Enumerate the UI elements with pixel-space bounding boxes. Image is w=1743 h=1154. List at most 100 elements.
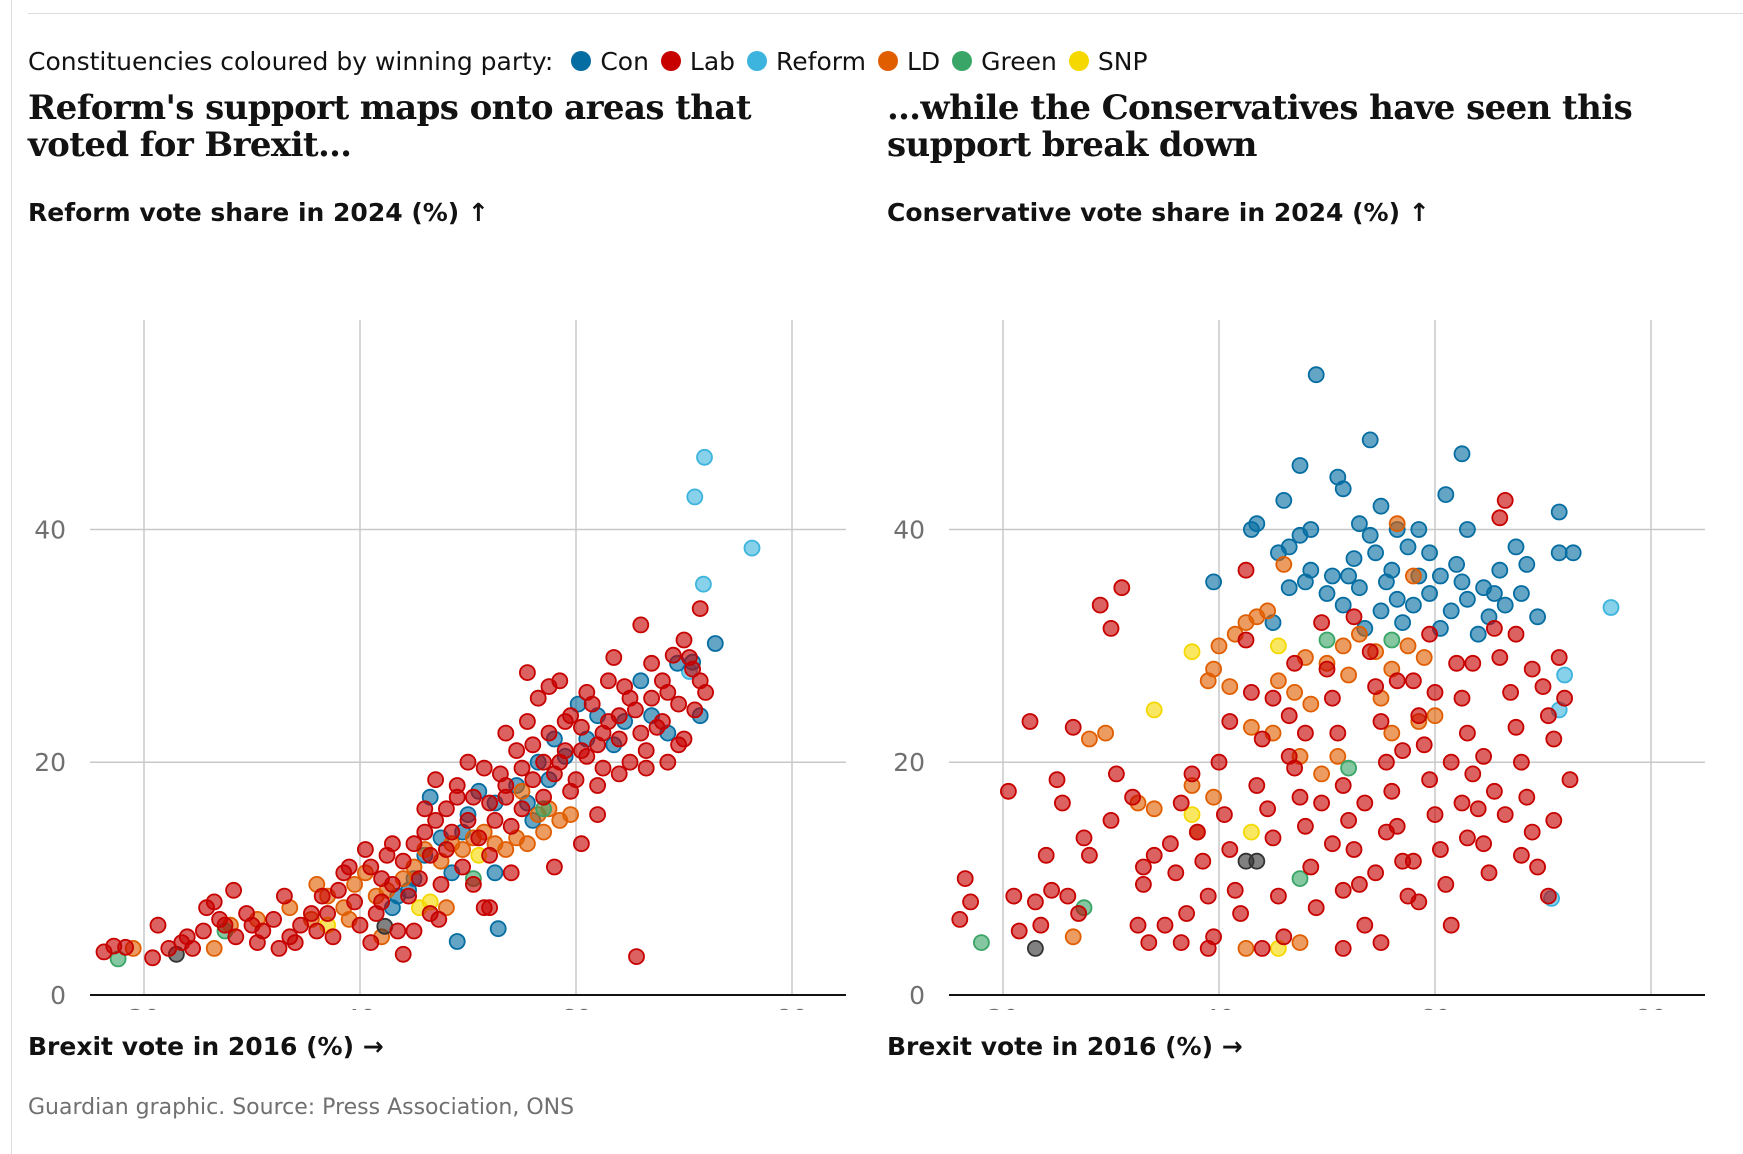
data-point-con [1388,590,1406,608]
data-point-lab [1550,649,1568,666]
x-axis-label: Brexit vote in 2016 (%) → [28,1032,384,1061]
legend-item-green: Green [952,47,1057,76]
data-point-lab [1070,905,1088,922]
data-point-ld [1080,730,1098,748]
data-point-lab [605,649,623,666]
data-point-ld [1415,649,1433,666]
data-point-lab [1134,858,1152,876]
data-point-lab [535,788,552,806]
data-point-ld [518,835,536,853]
data-point-lab [1167,864,1185,882]
data-point-lab [573,835,590,853]
data-point-lab [1129,916,1147,934]
legend-dot-reform [747,51,768,71]
data-point-lab [659,753,677,771]
data-point-con [1361,431,1379,449]
data-point-lab [1026,893,1044,911]
legend-lead: Constituencies coloured by winning party… [28,46,554,76]
data-point-lab [1237,561,1255,579]
data-point-lab [628,948,645,965]
data-point-lab [497,724,515,742]
data-point-lab [1540,707,1557,725]
data-point-lab [1556,689,1573,707]
data-point-con [1496,596,1514,614]
data-point-lab [1426,683,1444,701]
conservative-chart-panel: …while the Conservatives have seen this … [887,90,1743,1090]
data-point-lab [1323,689,1341,707]
data-point-lab [356,841,374,858]
data-point-lab [454,858,472,876]
data-point-con [1334,480,1352,498]
data-point-lab [637,742,655,759]
data-point-ld [1399,637,1417,655]
data-point-con [1334,596,1352,614]
chart-title: Reform's support maps onto areas that vo… [28,88,752,165]
data-point-reform [1602,599,1620,616]
data-point-lab [427,771,445,789]
data-point-lab [1161,835,1179,853]
data-point-lab [1264,829,1282,847]
data-point-lab [589,777,606,794]
data-point-lab [1442,916,1460,934]
data-point-lab [1188,823,1206,841]
data-point-lab [1496,491,1514,509]
y-tick-label: 20 [893,748,925,777]
data-point-lab [1210,753,1228,771]
data-point-con [1564,544,1582,562]
data-point-lab [632,616,650,634]
data-point-ld [1334,637,1352,655]
y-tick-label: 0 [909,981,925,1010]
data-point-lab [340,858,358,876]
data-point-lab [324,928,342,946]
data-point-lab [1410,893,1428,911]
data-point-lab [1269,887,1287,905]
data-point-lab [149,916,167,934]
data-point-lab [405,922,423,940]
data-point-ld [1237,614,1255,632]
data-point-lab [1377,823,1395,841]
data-point-lab [1491,649,1509,666]
data-point-lab [281,928,299,946]
data-point-con [1350,579,1368,597]
data-point-con [1550,544,1568,562]
data-point-lab [670,695,687,713]
data-point-lab [1486,782,1503,800]
data-point-lab [1350,876,1368,893]
x-tick-label: 20 [128,1004,160,1010]
data-point-con [1513,585,1530,602]
data-point-lab [621,689,639,707]
legend-label-reform: Reform [776,46,866,76]
data-point-lab [1486,619,1503,637]
data-point-lab [643,689,660,707]
data-point-green [1318,631,1336,649]
legend-item-con: Con [571,47,649,76]
data-point-lab [1226,881,1244,899]
data-point-lab [481,846,499,864]
x-tick-label: 20 [987,1004,1019,1010]
data-point-con [1507,538,1525,556]
data-point-lab [389,922,407,940]
data-points [951,366,1620,957]
data-point-lab [962,893,979,911]
x-tick-label: 60 [560,1004,592,1010]
data-point-lab [1075,829,1093,847]
data-point-con [1350,515,1368,533]
data-point-other [1248,852,1266,870]
data-points [95,448,761,968]
data-point-lab [443,823,461,841]
x-tick-label: 60 [1419,1004,1451,1010]
data-point-green [1291,870,1309,887]
data-point-lab [1291,788,1309,806]
data-point-lab [1280,707,1298,725]
data-point-lab [1345,841,1363,858]
data-point-green [1340,759,1358,777]
data-point-lab [1064,718,1082,736]
data-point-lab [227,928,245,946]
legend-dot-ld [877,51,898,71]
data-point-lab [265,911,283,928]
data-point-con [1280,538,1298,556]
x-tick-label: 40 [344,1004,376,1010]
data-point-ld [1405,567,1422,585]
data-point-ld [1199,672,1217,690]
data-point-lab [1302,858,1320,876]
